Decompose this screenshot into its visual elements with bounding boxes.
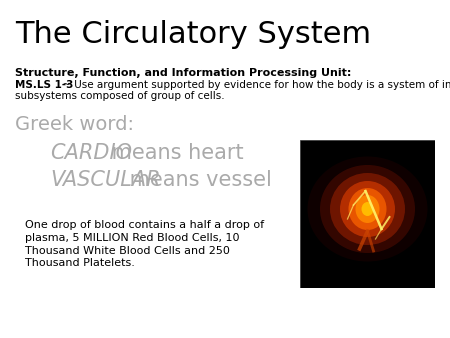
Ellipse shape xyxy=(320,165,415,253)
Text: MS.LS 1-3: MS.LS 1-3 xyxy=(15,80,73,90)
Text: VASCULAR: VASCULAR xyxy=(50,170,161,190)
Text: Greek word:: Greek word: xyxy=(15,115,134,134)
Text: Structure, Function, and Information Processing Unit:: Structure, Function, and Information Pro… xyxy=(15,68,351,78)
Bar xyxy=(300,140,435,288)
Ellipse shape xyxy=(348,188,387,230)
Text: The Circulatory System: The Circulatory System xyxy=(15,20,371,49)
Ellipse shape xyxy=(361,202,374,216)
Text: CARDIO: CARDIO xyxy=(50,143,132,163)
Ellipse shape xyxy=(356,195,379,223)
Text: One drop of blood contains a half a drop of
plasma, 5 MILLION Red Blood Cells, 1: One drop of blood contains a half a drop… xyxy=(25,220,264,268)
Ellipse shape xyxy=(330,173,405,245)
Ellipse shape xyxy=(340,181,395,237)
Text: means vessel: means vessel xyxy=(123,170,272,190)
Text: subsystems composed of group of cells.: subsystems composed of group of cells. xyxy=(15,91,225,101)
Text: ~ Use argument supported by evidence for how the body is a system of interacting: ~ Use argument supported by evidence for… xyxy=(59,80,450,90)
Text: means heart: means heart xyxy=(105,143,243,163)
Ellipse shape xyxy=(307,156,428,262)
